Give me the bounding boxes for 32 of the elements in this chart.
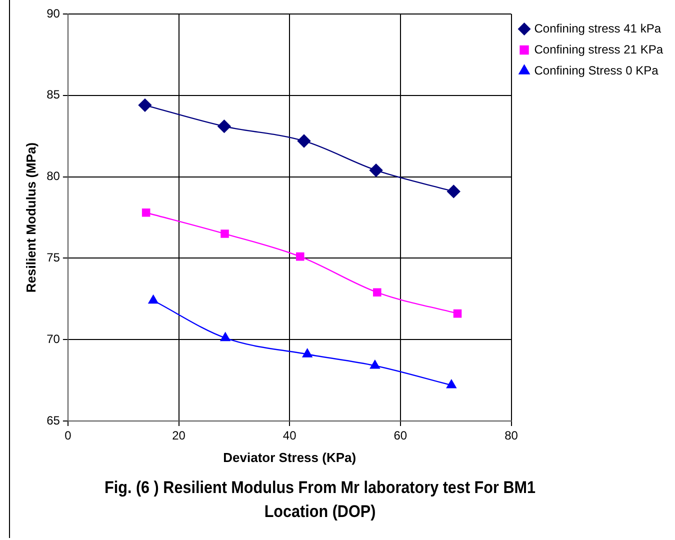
point: [453, 309, 462, 318]
x-axis-title: Deviator Stress (KPa): [223, 450, 356, 465]
x-tick-label: 0: [64, 428, 72, 443]
y-axis-title: Resilient Modulus (MPa): [23, 142, 38, 293]
point: [297, 134, 311, 148]
point: [447, 184, 460, 198]
point: [296, 252, 304, 261]
point: [220, 230, 229, 238]
y-tick-label: 75: [46, 250, 60, 265]
y-tick-label: 85: [46, 88, 60, 102]
x-tick-label: 80: [504, 428, 518, 443]
legend-label: Confining stress 41 kPa: [534, 21, 662, 36]
point: [370, 360, 380, 369]
x-tick-label: 40: [282, 428, 297, 443]
point: [373, 288, 382, 297]
text: Fig. (6 ) Resilient Modulus From Mr laboratory test For BM1 Location (DOP): [104, 477, 536, 523]
legend-label: Confining Stress 0 KPa: [534, 63, 659, 78]
point: [142, 208, 150, 217]
x-tick-label: 20: [172, 428, 186, 443]
y-tick-label: 70: [46, 332, 60, 346]
x-tick-label: 60: [394, 428, 408, 443]
point: [220, 332, 230, 342]
point: [302, 348, 312, 358]
point: [369, 164, 383, 177]
legend-label: Confining stress 21 KPa: [534, 42, 664, 56]
point: [446, 380, 456, 388]
y-tick-label: 65: [46, 413, 60, 428]
y-tick-label: 80: [46, 169, 60, 184]
point: [148, 294, 158, 304]
point: [138, 98, 152, 112]
point: [218, 120, 231, 133]
y-tick-label: 90: [46, 6, 60, 20]
